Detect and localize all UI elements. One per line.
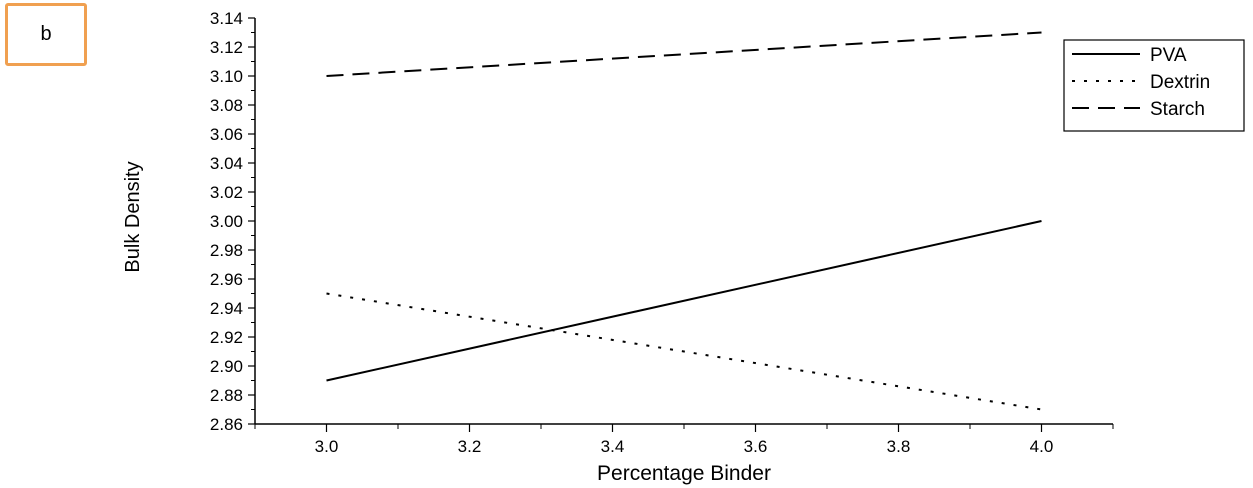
y-tick-label: 3.06 (210, 125, 243, 144)
y-tick-label: 3.02 (210, 183, 243, 202)
legend: PVA Dextrin Starch (1063, 39, 1245, 132)
legend-box (1063, 39, 1245, 132)
x-tick-label: 3.6 (744, 437, 768, 456)
x-tick-label: 3.4 (601, 437, 625, 456)
x-tick-label: 3.8 (887, 437, 911, 456)
y-tick-label: 2.92 (210, 328, 243, 347)
y-tick-label: 2.96 (210, 270, 243, 289)
series-layer (326, 31, 1042, 411)
legend-label-pva: PVA (1150, 45, 1187, 66)
y-tick-label: 2.98 (210, 241, 243, 260)
x-axis-title: Percentage Binder (597, 462, 771, 485)
y-tick-label: 2.86 (210, 415, 243, 434)
y-tick-label: 3.04 (210, 154, 243, 173)
legend-label-dextrin: Dextrin (1150, 72, 1210, 93)
y-axis-title: Bulk Density (122, 161, 144, 272)
series-line-dextrin (326, 292, 1042, 411)
y-tick-label: 3.12 (210, 38, 243, 57)
x-tick-label: 3.2 (458, 437, 482, 456)
y-tick-label: 3.00 (210, 212, 243, 231)
y-tick-label: 2.90 (210, 357, 243, 376)
series-line-pva (326, 220, 1042, 382)
panel-label: b (5, 3, 87, 66)
legend-label-starch: Starch (1150, 99, 1205, 120)
series-line-starch (326, 31, 1042, 77)
axes: 2.862.882.902.922.942.962.983.003.023.04… (210, 9, 1114, 456)
x-tick-label: 3.0 (315, 437, 339, 456)
y-tick-label: 3.14 (210, 9, 243, 28)
y-tick-label: 2.94 (210, 299, 243, 318)
y-tick-label: 2.88 (210, 386, 243, 405)
y-tick-label: 3.08 (210, 96, 243, 115)
y-tick-label: 3.10 (210, 67, 243, 86)
x-tick-label: 4.0 (1030, 437, 1054, 456)
